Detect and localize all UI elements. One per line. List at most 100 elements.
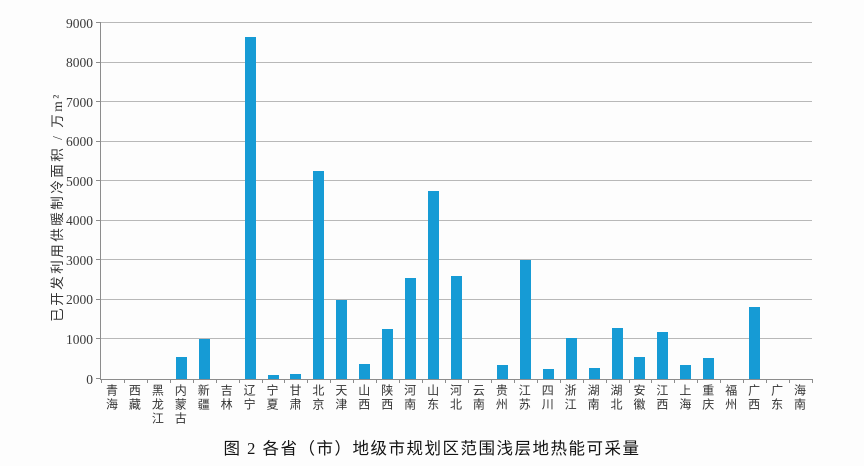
x-tick-label-甘肃: 甘肃 xyxy=(287,384,302,412)
x-axis-tick xyxy=(559,379,561,383)
x-tick-label-湖南: 湖南 xyxy=(586,384,601,412)
x-axis-tick xyxy=(146,379,148,383)
x-tick-label-河南: 河南 xyxy=(402,384,417,412)
bar-河北 xyxy=(451,276,462,379)
x-tick-label-安徽: 安徽 xyxy=(631,384,646,412)
x-tick-label-贵州: 贵州 xyxy=(494,384,509,412)
x-tick-label-宁夏: 宁夏 xyxy=(265,384,280,412)
gridline-6000 xyxy=(101,140,812,142)
y-axis-tick xyxy=(96,378,101,379)
x-axis-tick xyxy=(192,379,194,383)
bar-四川 xyxy=(542,368,554,379)
y-tick-label: 3000 xyxy=(66,252,93,268)
bar-河南 xyxy=(405,278,417,379)
gridline-8000 xyxy=(101,61,812,63)
bar-江苏 xyxy=(519,260,531,379)
x-axis-tick xyxy=(376,379,378,383)
y-axis-title: 已开发利用供暖制冷面积 / 万m² xyxy=(50,92,65,322)
x-tick-label-海南: 海南 xyxy=(792,384,807,412)
x-axis-tick xyxy=(674,379,676,383)
y-axis-tick xyxy=(96,61,101,63)
x-axis-tick xyxy=(697,379,699,383)
bar-江西 xyxy=(657,331,669,379)
x-tick-label-青海: 青海 xyxy=(104,384,119,412)
x-axis-tick xyxy=(261,379,263,383)
x-tick-label-北京: 北京 xyxy=(310,384,325,412)
x-tick-label-天津: 天津 xyxy=(333,384,348,412)
x-tick-label-四川: 四川 xyxy=(540,384,555,412)
x-axis-tick xyxy=(720,379,722,383)
bar-辽宁 xyxy=(244,36,256,379)
x-tick-label-湖北: 湖北 xyxy=(609,384,624,412)
y-axis-tick xyxy=(96,298,101,300)
x-axis-tick xyxy=(467,379,469,383)
x-tick-label-江西: 江西 xyxy=(654,384,669,412)
x-tick-label-山西: 山西 xyxy=(356,384,371,412)
gridline-7000 xyxy=(101,101,812,103)
x-axis-tick xyxy=(422,379,424,383)
x-axis-tick xyxy=(238,379,240,383)
y-axis-tick xyxy=(96,101,101,103)
x-tick-label-浙江: 浙江 xyxy=(563,384,578,412)
plot-area: 0 1000 2000 3000 4000 5000 6000 7000 8000 9000 xyxy=(66,16,813,385)
y-axis-tick xyxy=(96,180,101,182)
x-axis-tick xyxy=(101,379,102,383)
bar-内蒙古 xyxy=(175,357,187,379)
x-axis-tick xyxy=(490,379,492,383)
x-axis-tick xyxy=(651,379,653,383)
x-axis-tick xyxy=(284,379,286,383)
x-tick-label-山东: 山东 xyxy=(425,384,440,412)
x-tick-label-西藏: 西藏 xyxy=(127,384,142,412)
x-tick-label-上海: 上海 xyxy=(677,384,692,412)
x-tick-label-新疆: 新疆 xyxy=(196,384,211,412)
y-tick-label: 2000 xyxy=(66,292,93,308)
y-tick-label: 5000 xyxy=(66,173,93,189)
x-axis-tick xyxy=(215,379,217,383)
y-axis-tick xyxy=(96,259,101,261)
bar-贵州 xyxy=(496,365,508,379)
x-axis-tick xyxy=(582,379,584,383)
x-tick-label-福州: 福州 xyxy=(723,384,738,412)
x-tick-label-广西: 广西 xyxy=(746,384,761,412)
x-axis-tick xyxy=(628,379,630,383)
y-tick-label: 6000 xyxy=(66,133,93,149)
x-tick-label-内蒙古: 内蒙古 xyxy=(173,384,188,426)
x-axis-tick xyxy=(353,379,355,383)
bar-北京 xyxy=(313,171,325,379)
bar-安徽 xyxy=(634,357,646,379)
gridline-4000 xyxy=(101,219,812,221)
bar-天津 xyxy=(336,299,348,379)
y-tick-label: 1000 xyxy=(66,331,93,347)
bar-山西 xyxy=(359,364,371,379)
x-tick-label-陕西: 陕西 xyxy=(379,384,394,412)
x-axis-tick xyxy=(812,379,813,383)
x-tick-label-重庆: 重庆 xyxy=(700,384,715,412)
bar-湖南 xyxy=(588,367,600,379)
y-axis-tick xyxy=(96,338,101,340)
x-axis-tick xyxy=(307,379,309,383)
y-axis-tick xyxy=(96,219,101,221)
x-tick-label-吉林: 吉林 xyxy=(219,384,234,412)
x-axis-tick xyxy=(766,379,768,383)
x-tick-label-江苏: 江苏 xyxy=(517,384,532,412)
x-tick-label-广东: 广东 xyxy=(769,384,784,412)
bar-宁夏 xyxy=(267,375,279,379)
bar-浙江 xyxy=(565,338,577,379)
gridline-5000 xyxy=(101,180,812,182)
x-tick-label-黑龙江: 黑龙江 xyxy=(150,384,165,426)
gridline-3000 xyxy=(101,259,812,261)
bar-甘肃 xyxy=(290,374,302,379)
bar-广西 xyxy=(749,306,761,379)
figure-caption: 图 2 各省（市）地级市规划区范围浅层地热能可采量 xyxy=(223,439,641,458)
bar-陕西 xyxy=(382,328,394,379)
bar-上海 xyxy=(680,364,692,379)
x-tick-label-河北: 河北 xyxy=(448,384,463,412)
x-axis-tick xyxy=(513,379,515,383)
y-tick-label: 7000 xyxy=(66,94,93,110)
y-axis-tick xyxy=(96,22,101,23)
bar-新疆 xyxy=(198,339,210,379)
y-tick-label: 4000 xyxy=(66,213,93,229)
y-tick-label: 8000 xyxy=(66,54,93,70)
y-tick-label: 0 xyxy=(86,371,93,387)
